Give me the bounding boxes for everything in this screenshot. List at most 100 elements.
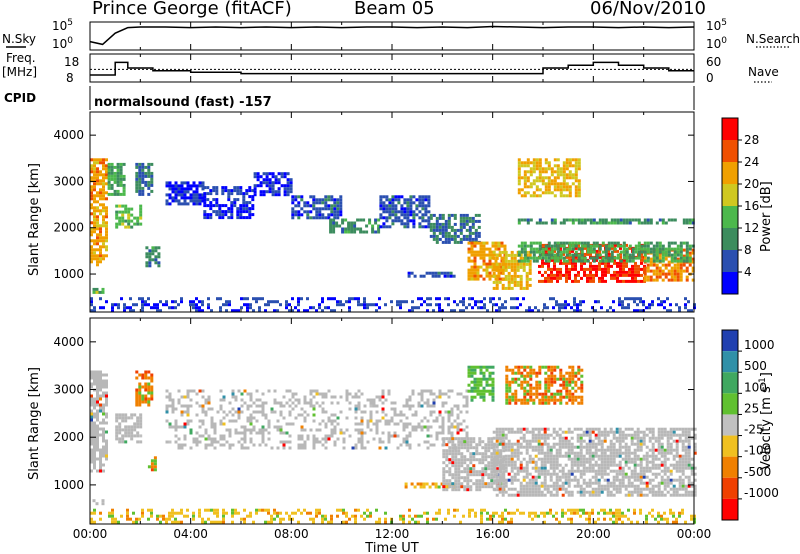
range-cell bbox=[261, 437, 265, 441]
range-cell bbox=[460, 455, 464, 459]
range-cell bbox=[213, 425, 217, 429]
range-cell bbox=[135, 391, 139, 395]
range-cell bbox=[588, 460, 592, 464]
range-cell bbox=[129, 309, 132, 313]
range-cell bbox=[495, 277, 499, 281]
range-cell bbox=[92, 290, 96, 294]
range-cell bbox=[403, 207, 407, 211]
range-cell bbox=[255, 398, 259, 402]
range-cell bbox=[105, 448, 108, 452]
range-cell bbox=[147, 165, 151, 169]
range-cell bbox=[544, 221, 548, 225]
range-cell bbox=[130, 437, 134, 441]
range-cell bbox=[99, 230, 102, 234]
range-cell bbox=[649, 221, 653, 225]
range-cell bbox=[415, 204, 419, 208]
range-cell bbox=[504, 442, 508, 446]
range-cell bbox=[139, 416, 143, 420]
range-cell bbox=[171, 300, 174, 304]
range-cell bbox=[537, 433, 541, 437]
range-cell bbox=[541, 221, 545, 225]
range-cell bbox=[642, 466, 646, 470]
range-cell bbox=[606, 478, 610, 482]
range-cell bbox=[670, 275, 674, 279]
range-cell bbox=[516, 280, 520, 284]
range-cell bbox=[280, 184, 284, 188]
range-cell bbox=[451, 485, 455, 489]
range-cell bbox=[150, 376, 154, 380]
range-cell bbox=[487, 440, 491, 444]
range-cell bbox=[456, 303, 459, 307]
range-cell bbox=[375, 303, 378, 307]
range-cell bbox=[636, 427, 640, 431]
range-cell bbox=[447, 237, 451, 241]
range-cell bbox=[447, 395, 451, 399]
range-cell bbox=[658, 247, 662, 251]
range-cell bbox=[93, 206, 96, 210]
range-cell bbox=[105, 158, 108, 162]
range-cell bbox=[363, 297, 366, 301]
range-cell bbox=[601, 218, 605, 222]
range-cell bbox=[498, 250, 502, 254]
range-cell bbox=[504, 460, 508, 464]
range-cell bbox=[582, 454, 586, 458]
range-cell bbox=[468, 219, 472, 223]
range-cell bbox=[99, 409, 102, 413]
range-cell bbox=[547, 241, 551, 245]
range-cell bbox=[168, 202, 172, 206]
range-cell bbox=[459, 216, 463, 220]
range-cell bbox=[622, 256, 626, 260]
range-cell bbox=[624, 454, 628, 458]
range-cell bbox=[609, 469, 613, 473]
range-cell bbox=[297, 195, 301, 199]
range-cell bbox=[245, 210, 249, 214]
range-cell bbox=[473, 259, 477, 263]
range-cell bbox=[589, 247, 593, 251]
range-cell bbox=[598, 244, 602, 248]
range-cell bbox=[265, 184, 269, 188]
range-cell bbox=[594, 493, 598, 497]
range-cell bbox=[121, 434, 125, 438]
range-cell bbox=[649, 257, 653, 261]
range-cell bbox=[93, 466, 96, 470]
range-cell bbox=[640, 258, 643, 262]
range-cell bbox=[99, 457, 102, 461]
range-cell bbox=[522, 484, 526, 488]
range-cell bbox=[513, 454, 517, 458]
range-cell bbox=[118, 416, 122, 420]
range-cell bbox=[645, 469, 649, 473]
range-cell bbox=[648, 306, 651, 310]
range-cell bbox=[245, 192, 249, 196]
range-cell bbox=[122, 162, 126, 166]
range-cell bbox=[201, 303, 204, 307]
range-cell bbox=[144, 394, 148, 398]
range-cell bbox=[618, 300, 621, 304]
range-cell bbox=[265, 172, 269, 176]
range-cell bbox=[405, 437, 409, 441]
range-cell bbox=[448, 473, 452, 477]
range-cell bbox=[276, 428, 280, 432]
range-cell bbox=[276, 300, 279, 304]
range-cell bbox=[428, 485, 432, 489]
range-cell bbox=[642, 442, 646, 446]
range-cell bbox=[646, 221, 650, 225]
range-cell bbox=[413, 274, 417, 278]
range-cell bbox=[525, 280, 529, 284]
range-cell bbox=[625, 273, 628, 277]
range-cell bbox=[592, 279, 595, 283]
range-cell bbox=[400, 195, 404, 199]
range-cell bbox=[465, 219, 469, 223]
range-cell bbox=[107, 162, 111, 166]
range-cell bbox=[357, 428, 361, 432]
range-cell bbox=[661, 244, 665, 248]
range-cell bbox=[438, 213, 442, 217]
range-cell bbox=[90, 454, 93, 458]
range-cell bbox=[469, 473, 473, 477]
range-cell bbox=[507, 280, 511, 284]
range-cell bbox=[453, 240, 457, 244]
range-cell bbox=[633, 451, 637, 455]
range-cell bbox=[183, 187, 187, 191]
range-cell bbox=[661, 218, 665, 222]
range-cell bbox=[538, 221, 542, 225]
range-cell bbox=[348, 392, 352, 396]
